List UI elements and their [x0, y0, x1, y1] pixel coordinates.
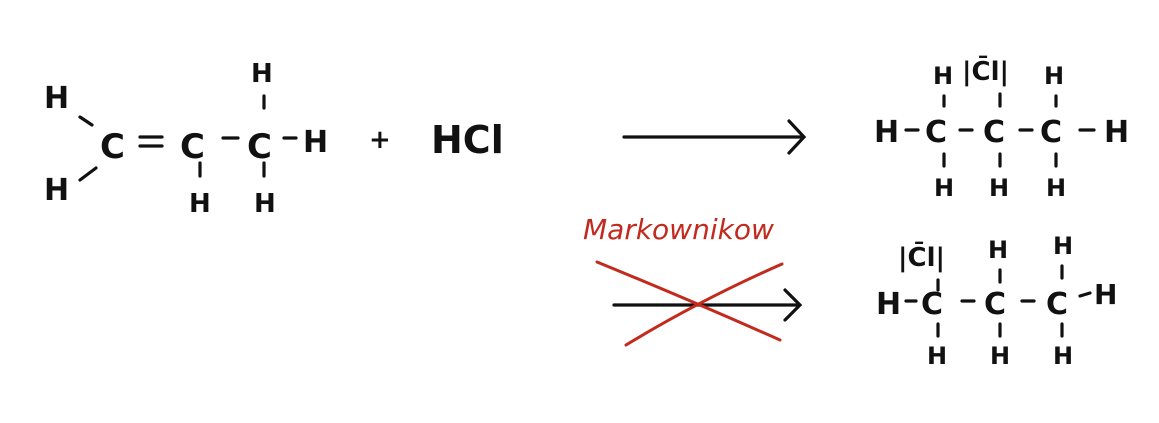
reactant-c2-h: H	[189, 189, 211, 219]
reagent-hcl: HCl	[431, 118, 504, 162]
bond-h-c1-top	[78, 115, 94, 127]
reactant-c1: C	[100, 127, 125, 167]
major-c3-h-bottom: H	[1046, 174, 1066, 202]
minor-h-left: H	[876, 287, 901, 322]
major-c1-h-top: H	[933, 62, 953, 90]
major-c1: C	[925, 115, 947, 150]
plus-sign: +	[369, 125, 391, 155]
major-c1-h-bottom: H	[934, 174, 954, 202]
reaction-arrow-major	[622, 119, 807, 155]
reaction-arrow-minor	[612, 288, 803, 322]
strike-cross-icon	[595, 260, 784, 347]
minor-c3-h-top: H	[1053, 232, 1073, 260]
annotation-markownikow: Markownikow	[583, 213, 774, 246]
major-h-left: H	[874, 115, 899, 150]
reactant-c3-h-right: H	[303, 125, 328, 160]
minor-h-right: H	[1094, 278, 1117, 311]
minor-c3: C	[1046, 287, 1068, 322]
minor-c1: C	[921, 287, 943, 322]
minor-c3-h-bottom: H	[1053, 342, 1073, 370]
minor-bond-c3-h-right	[1078, 291, 1092, 298]
minor-cl: |C̄l|	[898, 240, 945, 273]
major-h-right: H	[1104, 115, 1129, 150]
major-c3-h-top: H	[1044, 62, 1064, 90]
reactant-h-top-left: H	[44, 81, 69, 116]
major-c3: C	[1040, 115, 1062, 150]
minor-c1-h-bottom: H	[927, 342, 947, 370]
bond-h-c1-bottom	[78, 166, 98, 182]
minor-c2-h-bottom: H	[990, 342, 1010, 370]
reactant-c3: C	[247, 127, 272, 167]
reactant-c2: C	[180, 127, 205, 167]
major-cl: |C̄l|	[962, 54, 1009, 87]
minor-c2: C	[984, 287, 1006, 322]
reactant-c3-h-top: H	[251, 59, 273, 89]
reactant-propene: H H C C H C H H H	[44, 59, 328, 219]
product-major: H C H H C |C̄l| H C H H H	[874, 54, 1129, 202]
minor-c2-h-top: H	[988, 236, 1008, 264]
product-minor: |C̄l| H C H C H H C H H H	[876, 232, 1117, 370]
major-c2: C	[983, 115, 1005, 150]
reactant-h-bottom-left: H	[44, 173, 69, 208]
reactant-c3-h-bottom: H	[254, 189, 276, 219]
major-c2-h-bottom: H	[989, 174, 1009, 202]
